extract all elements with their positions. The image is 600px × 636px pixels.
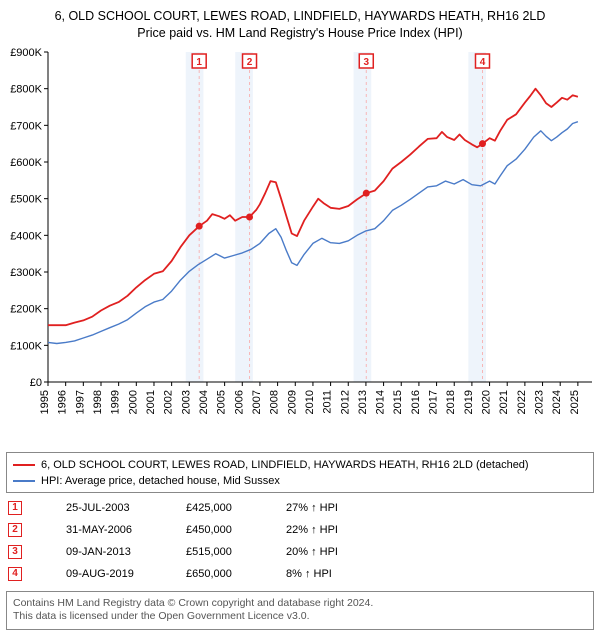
svg-text:1996: 1996: [57, 390, 69, 414]
transaction-price: £450,000: [186, 524, 286, 536]
svg-text:£600K: £600K: [10, 157, 42, 169]
transaction-price: £515,000: [186, 546, 286, 558]
title-line-1: 6, OLD SCHOOL COURT, LEWES ROAD, LINDFIE…: [6, 8, 594, 25]
svg-text:2005: 2005: [216, 390, 228, 414]
transaction-date: 09-AUG-2019: [66, 568, 186, 580]
svg-text:1998: 1998: [92, 390, 104, 414]
legend-label: HPI: Average price, detached house, Mid …: [41, 475, 280, 487]
svg-text:£500K: £500K: [10, 193, 42, 205]
transaction-price: £650,000: [186, 568, 286, 580]
legend-label: 6, OLD SCHOOL COURT, LEWES ROAD, LINDFIE…: [41, 459, 529, 471]
svg-text:2022: 2022: [516, 390, 528, 414]
transaction-diff: 20% ↑ HPI: [286, 546, 366, 558]
svg-text:1999: 1999: [110, 390, 122, 414]
title-block: 6, OLD SCHOOL COURT, LEWES ROAD, LINDFIE…: [6, 8, 594, 42]
transaction-marker: 4: [8, 567, 22, 581]
svg-text:2: 2: [247, 57, 253, 68]
transaction-marker: 1: [8, 501, 22, 515]
svg-text:2016: 2016: [410, 390, 422, 414]
line-chart: £0 £100K £200K £300K £400K £500K £600K £700K £80…: [6, 46, 594, 446]
svg-text:2014: 2014: [375, 390, 387, 414]
svg-text:4: 4: [480, 57, 486, 68]
svg-text:£900K: £900K: [10, 47, 42, 59]
svg-text:2002: 2002: [163, 390, 175, 414]
transaction-date: 09-JAN-2013: [66, 546, 186, 558]
svg-text:2021: 2021: [498, 390, 510, 414]
svg-text:2009: 2009: [286, 390, 298, 414]
svg-text:2015: 2015: [392, 390, 404, 414]
transaction-diff: 22% ↑ HPI: [286, 524, 366, 536]
chart-area: £0 £100K £200K £300K £400K £500K £600K £700K £80…: [6, 46, 594, 446]
footer-line-1: Contains HM Land Registry data © Crown c…: [13, 597, 587, 611]
svg-text:£300K: £300K: [10, 267, 42, 279]
transaction-row: 4 09-AUG-2019£650,0008% ↑ HPI: [6, 563, 594, 585]
transaction-row: 1 25-JUL-2003£425,00027% ↑ HPI: [6, 497, 594, 519]
svg-text:1995: 1995: [39, 390, 51, 414]
transaction-price: £425,000: [186, 502, 286, 514]
svg-text:£0: £0: [30, 377, 42, 389]
svg-text:£800K: £800K: [10, 83, 42, 95]
legend: 6, OLD SCHOOL COURT, LEWES ROAD, LINDFIE…: [6, 452, 594, 493]
transaction-row: 3 09-JAN-2013£515,00020% ↑ HPI: [6, 541, 594, 563]
legend-item: 6, OLD SCHOOL COURT, LEWES ROAD, LINDFIE…: [13, 457, 587, 473]
footer-attribution: Contains HM Land Registry data © Crown c…: [6, 591, 594, 630]
svg-text:2020: 2020: [481, 390, 493, 414]
svg-text:2025: 2025: [569, 390, 581, 414]
transaction-marker: 2: [8, 523, 22, 537]
transaction-table: 1 25-JUL-2003£425,00027% ↑ HPI 2 31-MAY-200…: [6, 497, 594, 585]
svg-text:£200K: £200K: [10, 303, 42, 315]
svg-text:2003: 2003: [180, 390, 192, 414]
svg-text:2017: 2017: [428, 390, 440, 414]
svg-text:2011: 2011: [322, 390, 334, 414]
legend-item: HPI: Average price, detached house, Mid …: [13, 473, 587, 489]
chart-container: 6, OLD SCHOOL COURT, LEWES ROAD, LINDFIE…: [0, 0, 600, 636]
svg-text:2012: 2012: [339, 390, 351, 414]
svg-text:2004: 2004: [198, 390, 210, 414]
svg-text:2000: 2000: [127, 390, 139, 414]
svg-text:2007: 2007: [251, 390, 263, 414]
transaction-date: 31-MAY-2006: [66, 524, 186, 536]
svg-text:£100K: £100K: [10, 340, 42, 352]
svg-text:1997: 1997: [74, 390, 86, 414]
transaction-date: 25-JUL-2003: [66, 502, 186, 514]
svg-text:2010: 2010: [304, 390, 316, 414]
svg-text:2008: 2008: [269, 390, 281, 414]
transaction-row: 2 31-MAY-2006£450,00022% ↑ HPI: [6, 519, 594, 541]
legend-swatch: [13, 480, 35, 482]
svg-text:2024: 2024: [551, 390, 563, 414]
legend-swatch: [13, 464, 35, 466]
svg-text:2013: 2013: [357, 390, 369, 414]
transaction-marker: 3: [8, 545, 22, 559]
svg-text:£400K: £400K: [10, 230, 42, 242]
title-line-2: Price paid vs. HM Land Registry's House …: [6, 25, 594, 42]
svg-text:2006: 2006: [233, 390, 245, 414]
footer-line-2: This data is licensed under the Open Gov…: [13, 610, 587, 624]
transaction-diff: 27% ↑ HPI: [286, 502, 366, 514]
svg-text:2001: 2001: [145, 390, 157, 414]
svg-text:3: 3: [363, 57, 369, 68]
svg-text:2019: 2019: [463, 390, 475, 414]
transaction-diff: 8% ↑ HPI: [286, 568, 366, 580]
svg-text:2023: 2023: [534, 390, 546, 414]
svg-text:1: 1: [196, 57, 202, 68]
svg-text:2018: 2018: [445, 390, 457, 414]
svg-text:£700K: £700K: [10, 120, 42, 132]
